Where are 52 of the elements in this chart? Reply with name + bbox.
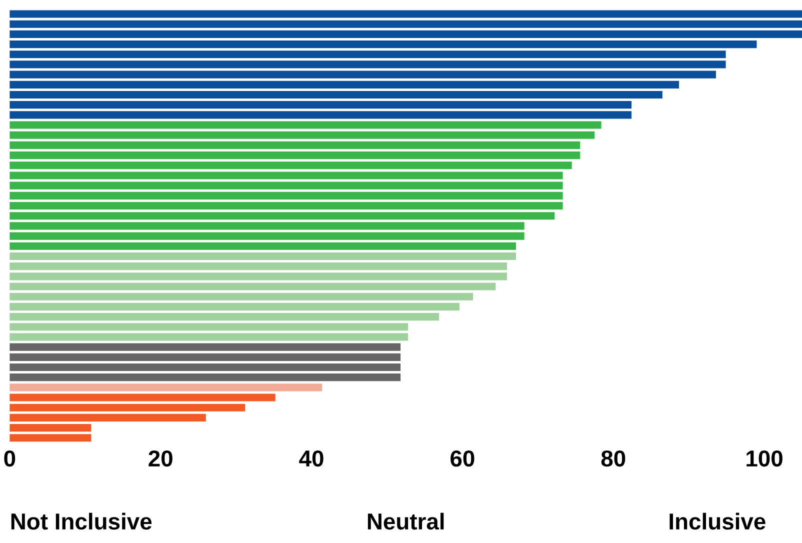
- bar: [10, 10, 802, 18]
- bar: [10, 363, 401, 371]
- bar: [10, 282, 496, 290]
- bar: [10, 424, 92, 432]
- bar: [10, 202, 563, 210]
- bar: [10, 222, 524, 230]
- bar: [10, 292, 474, 300]
- x-tick-label: 60: [450, 450, 474, 466]
- text: Neutral: [368, 512, 444, 530]
- text: Inclusive: [670, 512, 766, 530]
- bar: [10, 322, 408, 330]
- bar: [10, 151, 580, 159]
- x-tick-label: 20: [148, 450, 172, 466]
- bar: [10, 302, 460, 310]
- bar: [10, 182, 563, 190]
- bar: [10, 131, 594, 139]
- bar: [10, 121, 602, 129]
- bar: [10, 404, 246, 412]
- bar: [10, 110, 632, 118]
- bar: [10, 100, 632, 108]
- x-tick-label: 80: [601, 450, 626, 466]
- bar: [10, 212, 554, 220]
- bar: [10, 70, 716, 78]
- bar: [10, 394, 276, 402]
- bar: [10, 272, 507, 280]
- bar: [10, 262, 507, 270]
- bar: [10, 60, 726, 68]
- bar: [10, 40, 757, 48]
- bar: [10, 414, 206, 422]
- x-tick-label: 0: [4, 450, 16, 466]
- bar: [10, 232, 524, 240]
- bar: [10, 20, 802, 28]
- bar: [10, 30, 802, 38]
- bar: [10, 332, 408, 341]
- bar: [10, 373, 401, 381]
- bar: [10, 242, 516, 250]
- bar: [10, 434, 92, 442]
- bar: [10, 192, 563, 200]
- bar: [10, 312, 440, 320]
- bar: [10, 383, 322, 391]
- bar: [10, 90, 662, 98]
- bar: [10, 171, 563, 180]
- bar: [10, 50, 726, 58]
- x-tick-label: 100: [746, 450, 782, 466]
- bar: [10, 353, 401, 361]
- bar: [10, 80, 680, 88]
- bar: [10, 161, 572, 169]
- bar: [10, 343, 401, 351]
- text: Not Inclusive: [11, 512, 152, 530]
- bar: [10, 252, 516, 260]
- bar: [10, 141, 580, 149]
- x-tick-label: 40: [299, 450, 324, 466]
